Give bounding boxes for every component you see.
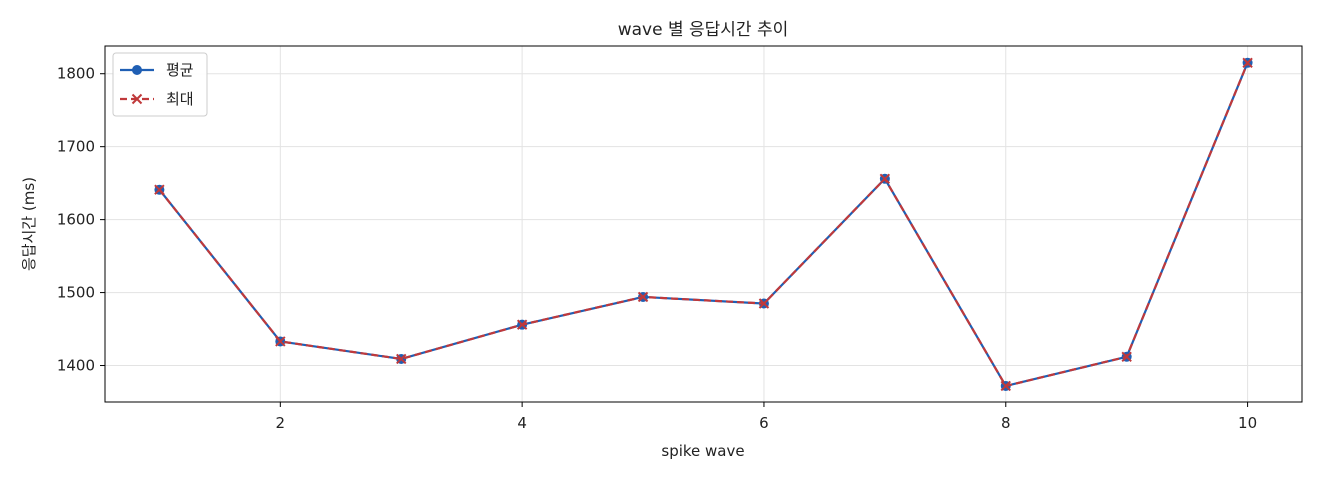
series-2 xyxy=(154,57,1253,392)
x-tick-label: 2 xyxy=(276,414,286,432)
x-axis-ticks: 2 4 6 8 10 xyxy=(276,402,1257,432)
x-axis-label: spike wave xyxy=(661,442,744,460)
data-point-marker xyxy=(1242,57,1253,68)
marker-stroke xyxy=(154,184,165,195)
data-point-marker xyxy=(516,319,528,330)
marker-stroke xyxy=(516,319,528,330)
series-line xyxy=(158,62,1249,388)
y-tick-label: 1700 xyxy=(57,138,95,156)
marker-stroke xyxy=(1121,351,1132,362)
data-point-marker xyxy=(879,173,891,184)
marker-stroke xyxy=(637,291,649,303)
data-point-marker xyxy=(396,353,407,365)
x-tick-label: 10 xyxy=(1238,414,1257,432)
data-point-marker xyxy=(637,291,649,303)
y-tick-label: 1400 xyxy=(57,357,95,375)
series-line xyxy=(158,62,1249,388)
y-tick-label: 1800 xyxy=(57,65,95,83)
y-axis-ticks: 1400 1500 1600 1700 1800 xyxy=(57,65,105,375)
data-point-marker xyxy=(1000,380,1011,392)
legend-item: 최대 xyxy=(120,90,194,108)
plot-frame xyxy=(104,45,1303,403)
legend-item: 평균 xyxy=(120,61,194,79)
marker-stroke xyxy=(131,93,143,105)
data-point-marker xyxy=(154,184,165,195)
marker-stroke xyxy=(1242,57,1253,68)
data-point-marker xyxy=(132,65,142,75)
x-tick-label: 6 xyxy=(759,414,769,432)
data-point-marker xyxy=(758,298,770,309)
y-axis-label: 응답시간 (ms) xyxy=(20,177,38,271)
chart-title: wave 별 응답시간 추이 xyxy=(618,20,789,40)
marker-stroke xyxy=(1000,380,1011,392)
y-tick-label: 1600 xyxy=(57,211,95,229)
data-point-marker xyxy=(131,93,143,105)
marker-stroke xyxy=(879,173,891,184)
x-tick-label: 8 xyxy=(1001,414,1011,432)
y-tick-label: 1500 xyxy=(57,284,95,302)
grid-lines xyxy=(105,46,1302,402)
x-tick-label: 4 xyxy=(517,414,527,432)
marker-stroke xyxy=(758,298,770,309)
series-layer xyxy=(154,57,1253,392)
legend-label: 최대 xyxy=(166,90,194,108)
marker-stroke xyxy=(275,336,286,347)
series-1 xyxy=(154,57,1253,391)
marker-stroke xyxy=(396,353,407,365)
data-point-marker xyxy=(1121,351,1132,362)
legend-label: 평균 xyxy=(166,61,194,79)
data-point-marker xyxy=(275,336,286,347)
